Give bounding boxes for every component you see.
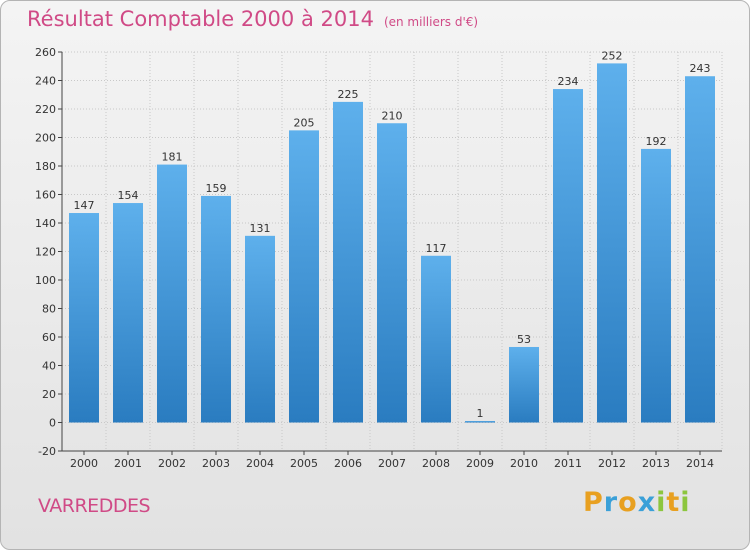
y-tick-label: 40 [42, 360, 56, 373]
bar [201, 195, 231, 423]
bar [465, 421, 495, 423]
bar [553, 89, 583, 423]
bar [69, 213, 99, 423]
x-tick-label: 2002 [158, 457, 186, 470]
x-tick-label: 2003 [202, 457, 230, 470]
chart-title: Résultat Comptable 2000 à 2014 [27, 7, 374, 31]
y-tick-label: 20 [42, 388, 56, 401]
chart-title-block: Résultat Comptable 2000 à 2014 (en millie… [27, 7, 478, 31]
x-tick-label: 2010 [510, 457, 538, 470]
data-label: 210 [382, 109, 403, 122]
data-label: 225 [338, 88, 359, 101]
data-label: 159 [206, 182, 227, 195]
y-tick-label: -20 [38, 445, 56, 458]
x-tick-label: 2006 [334, 457, 362, 470]
y-tick-label: 100 [35, 274, 56, 287]
bar [641, 148, 671, 423]
chart-unit-note: (en milliers d'€) [383, 15, 479, 29]
data-label: 154 [118, 189, 139, 202]
y-tick-label: 60 [42, 331, 56, 344]
bar [421, 255, 451, 423]
x-tick-label: 2007 [378, 457, 406, 470]
y-tick-label: 140 [35, 217, 56, 230]
x-tick-label: 2008 [422, 457, 450, 470]
bar [377, 123, 407, 423]
y-tick-label: 80 [42, 303, 56, 316]
x-tick-label: 2014 [686, 457, 714, 470]
data-label: 53 [517, 333, 531, 346]
bar [289, 130, 319, 423]
y-tick-label: 120 [35, 246, 56, 259]
bar [509, 346, 539, 423]
x-tick-label: 2004 [246, 457, 274, 470]
x-tick-label: 2011 [554, 457, 582, 470]
logo-letter: P [583, 487, 604, 518]
logo-letter: r [603, 487, 619, 518]
bar [333, 101, 363, 423]
y-tick-label: 220 [35, 103, 56, 116]
x-tick-label: 2009 [466, 457, 494, 470]
x-tick-label: 2013 [642, 457, 670, 470]
y-tick-label: 160 [35, 189, 56, 202]
data-label: 192 [646, 135, 667, 148]
y-tick-label: 240 [35, 75, 56, 88]
logo-letter: x [637, 487, 657, 518]
data-label: 1 [477, 407, 484, 420]
logo-letter: i [656, 487, 667, 518]
commune-name: VARREDDES [38, 495, 151, 517]
logo-letter: o [618, 487, 638, 518]
data-label: 243 [690, 62, 711, 75]
x-tick-label: 2001 [114, 457, 142, 470]
data-label: 205 [294, 116, 315, 129]
logo-letter: i [680, 487, 691, 518]
x-tick-label: 2012 [598, 457, 626, 470]
bar [685, 76, 715, 423]
logo-letter: t [666, 487, 681, 518]
x-tick-label: 2000 [70, 457, 98, 470]
bar [245, 235, 275, 423]
data-label: 147 [74, 199, 95, 212]
y-tick-label: 0 [49, 417, 56, 430]
data-label: 131 [250, 222, 271, 235]
proxiti-logo: Proxiti [583, 487, 691, 518]
y-tick-label: 260 [35, 46, 56, 59]
bar [157, 164, 187, 423]
y-tick-label: 200 [35, 132, 56, 145]
x-tick-label: 2005 [290, 457, 318, 470]
data-label: 181 [162, 151, 183, 164]
y-tick-label: 180 [35, 160, 56, 173]
bar [113, 203, 143, 423]
bar [597, 63, 627, 423]
data-label: 234 [558, 75, 579, 88]
data-label: 252 [602, 49, 623, 62]
data-label: 117 [426, 242, 447, 255]
